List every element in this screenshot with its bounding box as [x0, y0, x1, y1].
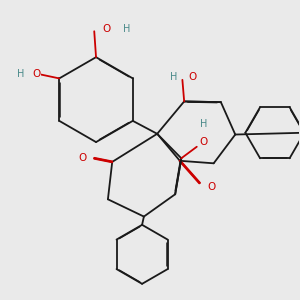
Text: O: O [103, 25, 111, 34]
Text: O: O [188, 72, 196, 82]
Text: H: H [123, 25, 130, 34]
Text: O: O [200, 137, 208, 147]
Text: H: H [200, 119, 208, 129]
Text: O: O [207, 182, 215, 192]
Text: H: H [170, 72, 177, 82]
Text: H: H [17, 69, 25, 79]
Text: O: O [78, 153, 86, 163]
Text: O: O [32, 69, 41, 79]
